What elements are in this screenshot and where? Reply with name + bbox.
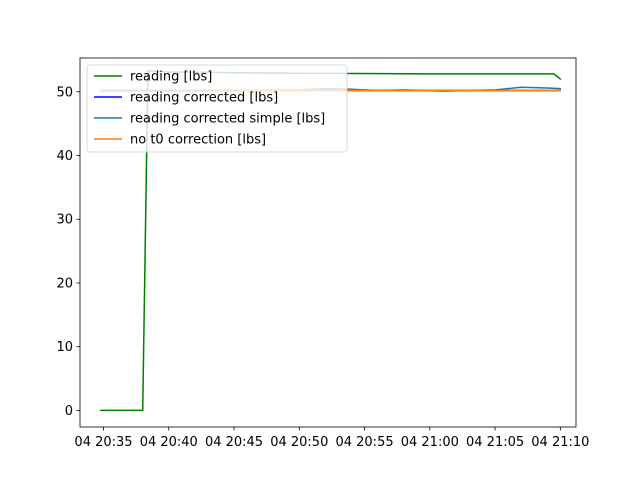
y-tick-label: 50 xyxy=(56,85,73,100)
x-axis: 04 20:35 04 20:40 04 20:45 04 20:50 04 20:55… xyxy=(74,427,589,450)
x-tick-label: 04 20:55 xyxy=(335,435,393,450)
x-tick-label: 04 20:45 xyxy=(205,435,263,450)
legend: reading [lbs] reading corrected [lbs] read… xyxy=(86,64,348,153)
x-tick-label: 04 21:05 xyxy=(466,435,524,450)
legend-label-0: reading [lbs] xyxy=(130,70,212,85)
y-axis: 0 10 20 30 40 50 xyxy=(56,85,80,419)
y-tick-label: 10 xyxy=(56,340,73,355)
legend-label-1: reading corrected [lbs] xyxy=(130,91,278,106)
y-tick-label: 0 xyxy=(65,404,73,419)
x-tick-label: 04 21:10 xyxy=(531,435,589,450)
y-tick-label: 40 xyxy=(56,149,73,164)
x-tick-label: 04 21:00 xyxy=(401,435,459,450)
y-tick-label: 30 xyxy=(56,213,73,228)
x-tick-label: 04 20:35 xyxy=(74,435,132,450)
legend-label-3: no t0 correction [lbs] xyxy=(130,133,266,148)
axes-frame xyxy=(79,57,577,428)
x-tick-label: 04 20:50 xyxy=(270,435,328,450)
legend-box xyxy=(86,64,348,153)
y-tick-label: 20 xyxy=(56,276,73,291)
x-tick-label: 04 20:40 xyxy=(140,435,198,450)
legend-label-2: reading corrected simple [lbs] xyxy=(130,112,325,127)
